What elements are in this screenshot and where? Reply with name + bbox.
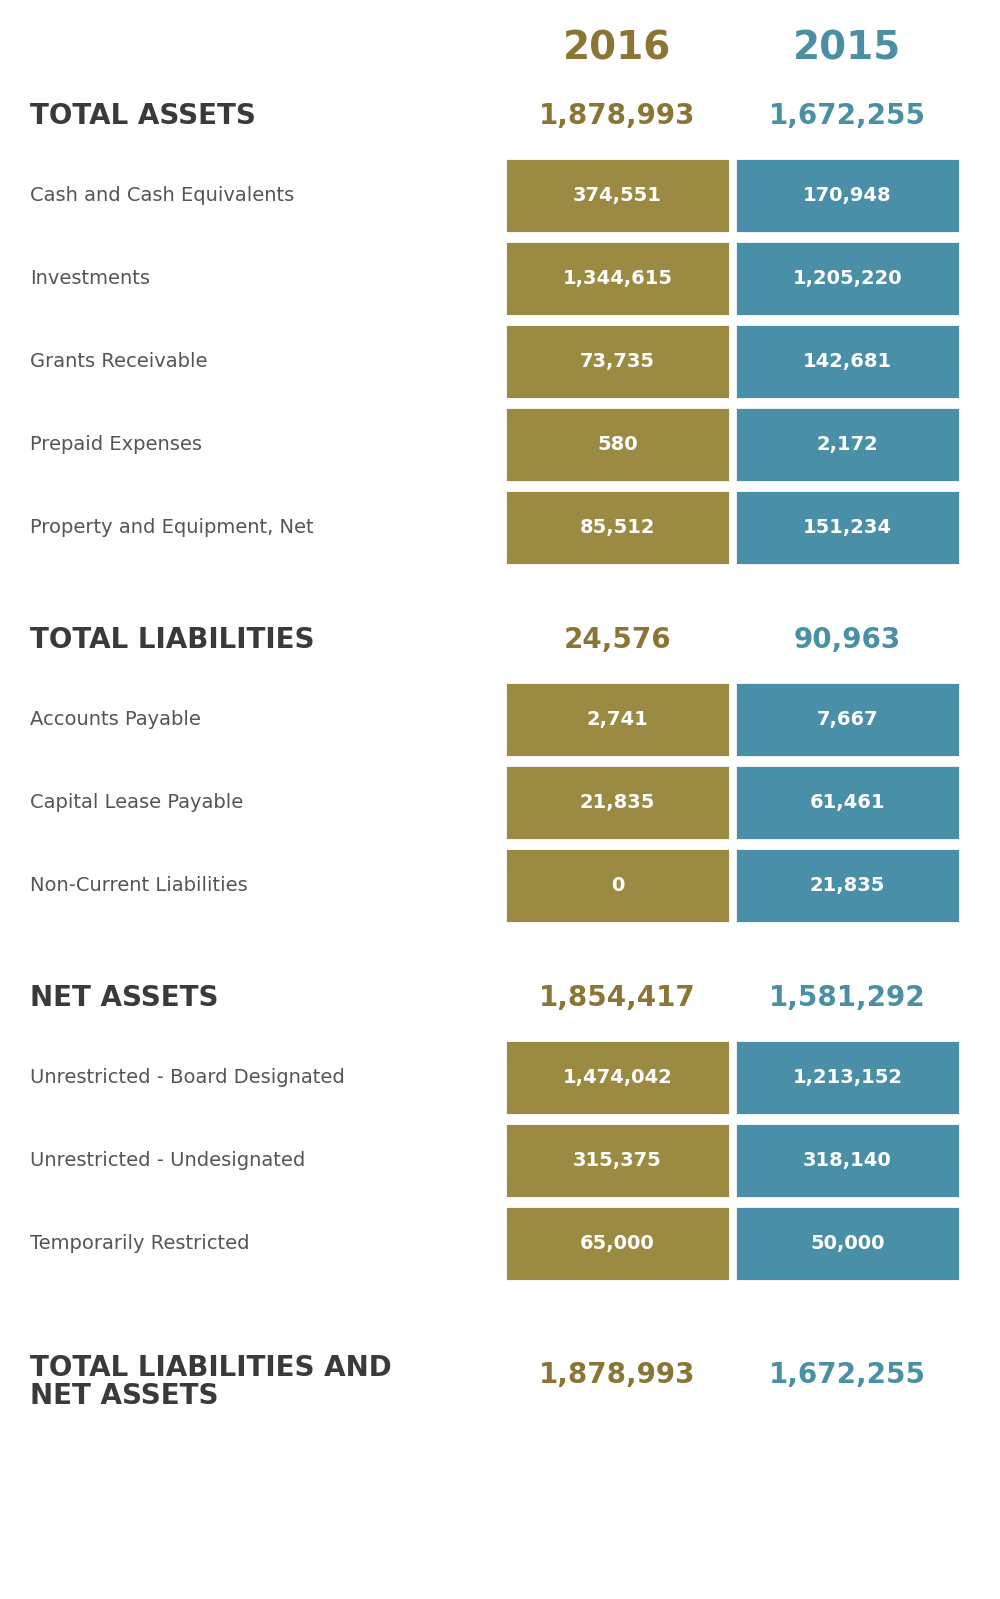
- Text: Prepaid Expenses: Prepaid Expenses: [30, 435, 202, 454]
- Text: 2,172: 2,172: [817, 435, 878, 454]
- Text: 374,551: 374,551: [573, 185, 662, 205]
- Text: 2015: 2015: [793, 29, 902, 67]
- Text: TOTAL LIABILITIES AND: TOTAL LIABILITIES AND: [30, 1354, 392, 1382]
- FancyBboxPatch shape: [735, 408, 960, 481]
- Text: 318,140: 318,140: [803, 1151, 892, 1170]
- Text: 2016: 2016: [563, 29, 672, 67]
- FancyBboxPatch shape: [735, 764, 960, 839]
- FancyBboxPatch shape: [505, 241, 730, 317]
- Text: Unrestricted - Board Designated: Unrestricted - Board Designated: [30, 1068, 345, 1087]
- Text: 315,375: 315,375: [573, 1151, 662, 1170]
- Text: 2,741: 2,741: [587, 710, 648, 729]
- Text: 1,474,042: 1,474,042: [563, 1068, 672, 1087]
- Text: 24,576: 24,576: [564, 625, 671, 654]
- Text: 151,234: 151,234: [803, 518, 892, 537]
- Text: 170,948: 170,948: [803, 185, 892, 205]
- Text: 580: 580: [597, 435, 638, 454]
- FancyBboxPatch shape: [505, 158, 730, 233]
- FancyBboxPatch shape: [735, 325, 960, 400]
- Text: 1,878,993: 1,878,993: [539, 1361, 696, 1390]
- Text: Capital Lease Payable: Capital Lease Payable: [30, 793, 243, 812]
- FancyBboxPatch shape: [735, 683, 960, 756]
- Text: 1,878,993: 1,878,993: [539, 102, 696, 130]
- FancyBboxPatch shape: [505, 408, 730, 481]
- Text: Cash and Cash Equivalents: Cash and Cash Equivalents: [30, 185, 294, 205]
- FancyBboxPatch shape: [505, 683, 730, 756]
- Text: Grants Receivable: Grants Receivable: [30, 352, 208, 371]
- Text: 73,735: 73,735: [580, 352, 655, 371]
- Text: Accounts Payable: Accounts Payable: [30, 710, 201, 729]
- FancyBboxPatch shape: [735, 158, 960, 233]
- Text: 1,205,220: 1,205,220: [793, 269, 902, 288]
- Text: 21,835: 21,835: [810, 876, 885, 895]
- Text: Investments: Investments: [30, 269, 150, 288]
- FancyBboxPatch shape: [505, 1206, 730, 1281]
- FancyBboxPatch shape: [505, 764, 730, 839]
- FancyBboxPatch shape: [735, 241, 960, 317]
- Text: NET ASSETS: NET ASSETS: [30, 983, 218, 1012]
- FancyBboxPatch shape: [505, 489, 730, 564]
- Text: 50,000: 50,000: [810, 1234, 885, 1254]
- FancyBboxPatch shape: [735, 489, 960, 564]
- Text: 90,963: 90,963: [794, 625, 901, 654]
- Text: NET ASSETS: NET ASSETS: [30, 1382, 218, 1410]
- FancyBboxPatch shape: [735, 847, 960, 923]
- Text: 1,854,417: 1,854,417: [539, 983, 696, 1012]
- Text: 142,681: 142,681: [803, 352, 892, 371]
- Text: 1,344,615: 1,344,615: [562, 269, 672, 288]
- Text: Non-Current Liabilities: Non-Current Liabilities: [30, 876, 248, 895]
- Text: 1,213,152: 1,213,152: [792, 1068, 902, 1087]
- Text: 1,672,255: 1,672,255: [769, 1361, 926, 1390]
- Text: TOTAL LIABILITIES: TOTAL LIABILITIES: [30, 625, 314, 654]
- Text: 1,672,255: 1,672,255: [769, 102, 926, 130]
- Text: 85,512: 85,512: [580, 518, 655, 537]
- Text: 7,667: 7,667: [817, 710, 878, 729]
- Text: Unrestricted - Undesignated: Unrestricted - Undesignated: [30, 1151, 305, 1170]
- Text: 1,581,292: 1,581,292: [769, 983, 926, 1012]
- FancyBboxPatch shape: [735, 1039, 960, 1115]
- Text: Property and Equipment, Net: Property and Equipment, Net: [30, 518, 314, 537]
- Text: 61,461: 61,461: [810, 793, 885, 812]
- FancyBboxPatch shape: [505, 847, 730, 923]
- FancyBboxPatch shape: [735, 1122, 960, 1198]
- Text: TOTAL ASSETS: TOTAL ASSETS: [30, 102, 256, 130]
- Text: Temporarily Restricted: Temporarily Restricted: [30, 1234, 250, 1254]
- Text: 0: 0: [611, 876, 624, 895]
- Text: 21,835: 21,835: [580, 793, 655, 812]
- FancyBboxPatch shape: [735, 1206, 960, 1281]
- FancyBboxPatch shape: [505, 325, 730, 400]
- FancyBboxPatch shape: [505, 1122, 730, 1198]
- Text: 65,000: 65,000: [580, 1234, 655, 1254]
- FancyBboxPatch shape: [505, 1039, 730, 1115]
